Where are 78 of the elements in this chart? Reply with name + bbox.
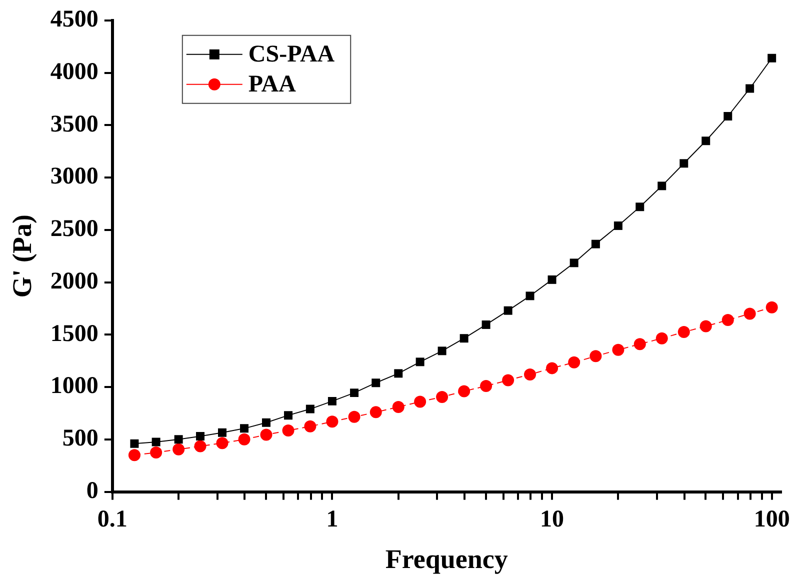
point — [612, 344, 624, 356]
y-tick-label: 3500 — [50, 111, 98, 138]
point — [370, 406, 382, 418]
point — [678, 326, 690, 338]
point — [436, 390, 448, 403]
point — [634, 338, 646, 350]
legend-label: PAA — [248, 72, 297, 98]
point — [218, 428, 226, 437]
point — [196, 432, 204, 441]
point — [722, 314, 734, 326]
x-tick-label: 100 — [754, 506, 790, 532]
y-axis-title: G' (Pa) — [7, 214, 38, 298]
point — [700, 320, 712, 332]
point — [546, 362, 558, 374]
y-tick-label: 500 — [62, 426, 98, 452]
point — [172, 443, 185, 456]
point — [262, 418, 270, 427]
point — [458, 385, 470, 398]
point — [482, 320, 490, 329]
point — [636, 202, 644, 212]
point — [438, 346, 446, 356]
point — [591, 240, 600, 248]
point — [216, 437, 228, 450]
point — [744, 308, 756, 320]
x-tick-label: 1 — [326, 506, 338, 532]
y-tick-label: 2000 — [50, 268, 98, 294]
point — [524, 368, 536, 380]
point — [348, 410, 360, 423]
point — [460, 334, 468, 343]
y-tick-label: 2500 — [50, 216, 98, 242]
point — [174, 435, 183, 444]
point — [392, 400, 404, 413]
legend-label: CS-PAA — [248, 42, 336, 68]
point — [746, 84, 754, 93]
point — [150, 446, 162, 459]
point — [502, 374, 514, 386]
y-tick-label: 3000 — [50, 164, 98, 190]
point — [656, 332, 668, 344]
x-tick-label: 10 — [540, 506, 564, 532]
point — [128, 449, 140, 462]
point — [284, 411, 292, 420]
point — [328, 396, 336, 406]
point — [768, 54, 776, 62]
point — [590, 350, 602, 362]
point — [350, 388, 359, 398]
point — [306, 404, 314, 414]
point — [766, 301, 778, 314]
x-axis-title: Frequency — [385, 544, 508, 574]
point — [152, 438, 160, 446]
point — [702, 136, 710, 146]
point — [526, 292, 534, 300]
point — [504, 306, 512, 315]
point — [680, 159, 688, 168]
point — [548, 275, 556, 284]
y-tick-label: 4000 — [50, 58, 98, 85]
point — [570, 258, 578, 268]
point — [480, 380, 492, 392]
point — [414, 396, 426, 408]
point — [326, 416, 338, 428]
y-tick-label: 1000 — [50, 373, 98, 400]
point — [130, 439, 139, 448]
point — [194, 440, 206, 452]
point — [614, 221, 622, 230]
point — [724, 112, 732, 120]
y-tick-label: 1500 — [50, 320, 98, 347]
point — [260, 428, 272, 441]
x-tick-label: 0.1 — [97, 506, 128, 532]
point — [568, 356, 580, 368]
point — [658, 182, 666, 190]
y-tick-label: 4500 — [50, 6, 98, 33]
point — [282, 424, 294, 437]
point — [240, 424, 249, 433]
point — [372, 378, 380, 388]
y-tick-label: 0 — [86, 478, 98, 504]
point — [416, 358, 424, 366]
point — [394, 369, 403, 378]
point — [304, 420, 316, 432]
point — [238, 433, 250, 446]
